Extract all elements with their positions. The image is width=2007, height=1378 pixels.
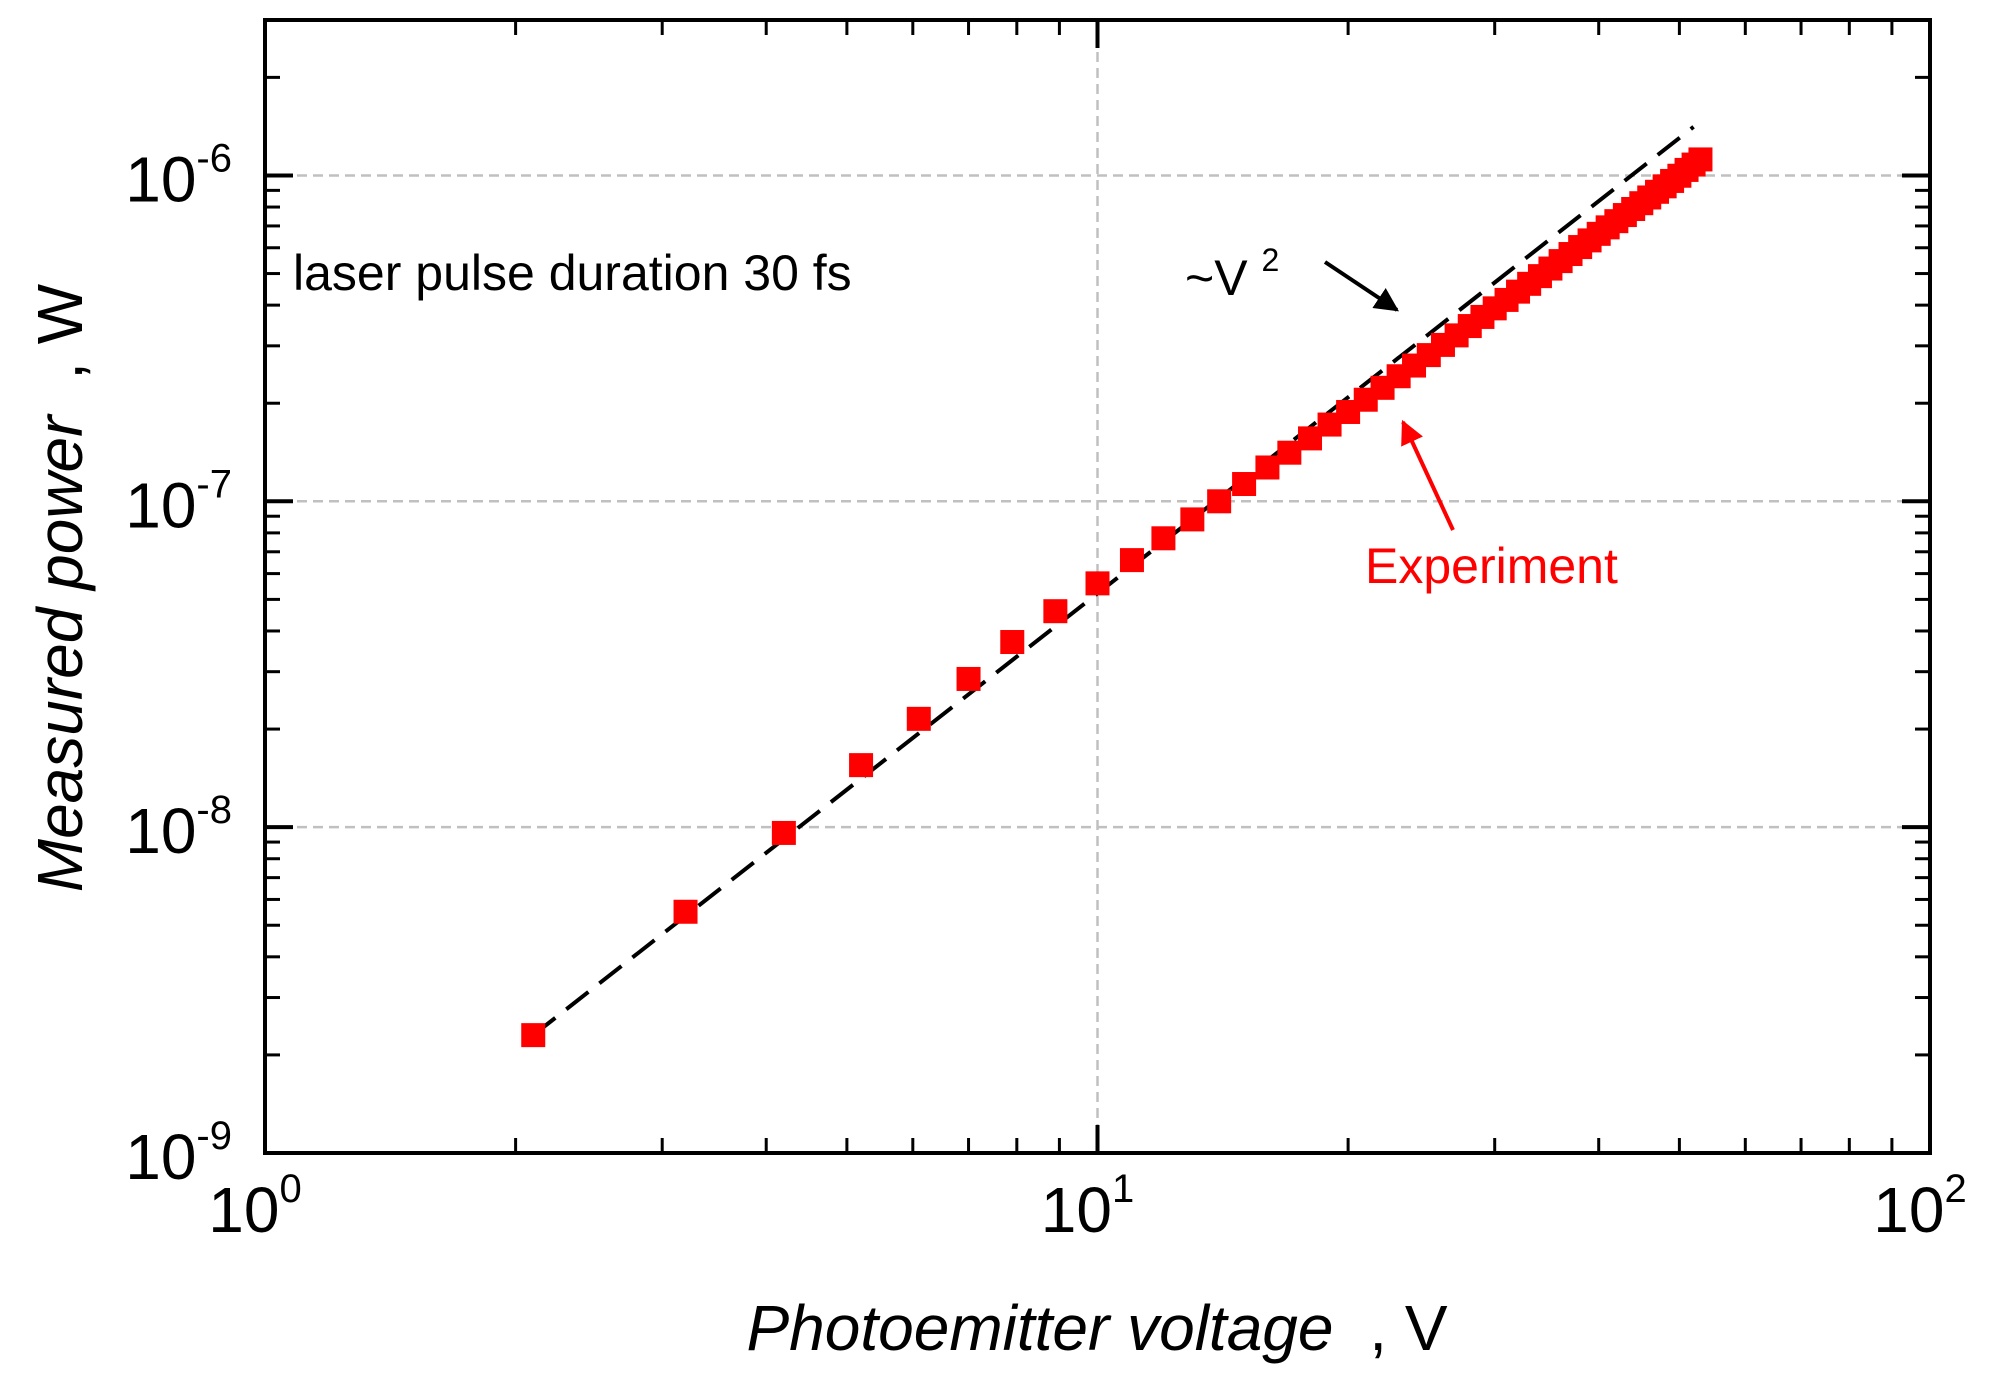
experiment-point	[849, 753, 874, 778]
experiment-points	[521, 147, 1713, 1048]
y-axis-title: Measured power , W	[24, 283, 96, 892]
x-tick-label: 100	[208, 1167, 301, 1246]
y-tick-exponent: -8	[196, 788, 232, 832]
y-tick-exponent: -9	[196, 1114, 232, 1158]
experiment-label: Experiment	[1365, 538, 1618, 594]
fit-label: ~V 2	[1185, 242, 1279, 306]
experiment-point	[1085, 571, 1110, 596]
experiment-point	[1043, 599, 1068, 624]
experiment-point	[1277, 440, 1302, 465]
x-axis-unit: , V	[1369, 1292, 1448, 1364]
experiment-point	[956, 666, 981, 691]
experiment-label-arrow	[1401, 419, 1455, 531]
experiment-point	[906, 706, 931, 731]
y-axis-unit: , W	[24, 283, 96, 380]
x-tick-exponent: 0	[279, 1167, 301, 1211]
y-tick-label: 10-7	[125, 462, 232, 541]
y-tick-labels: 10-910-810-710-6	[125, 136, 232, 1193]
x-tick-label: 102	[1873, 1167, 1966, 1246]
x-tick-labels: 100 101 102	[208, 1167, 1966, 1246]
y-axis-label: Measured power	[24, 413, 96, 892]
y-tick-base: 10	[125, 795, 196, 867]
experiment-point	[1119, 548, 1144, 573]
y-tick-exponent: -7	[196, 462, 232, 506]
y-tick-label: 10-9	[125, 1114, 232, 1193]
fit-label-exponent: 2	[1261, 242, 1279, 278]
x-tick-base: 10	[1041, 1174, 1112, 1246]
x-tick-label: 101	[1041, 1167, 1134, 1246]
y-tick-exponent: -6	[196, 136, 232, 180]
experiment-point	[1180, 507, 1205, 532]
x-tick-exponent: 1	[1112, 1167, 1134, 1211]
y-tick-base: 10	[125, 143, 196, 215]
x-axis-label: Photoemitter voltage	[746, 1292, 1333, 1364]
y-tick-base: 10	[125, 469, 196, 541]
plot-frame	[263, 18, 1932, 1155]
experiment-point	[771, 820, 796, 845]
y-tick-base: 10	[125, 1121, 196, 1193]
x-tick-base: 10	[208, 1174, 279, 1246]
x-axis-title: Photoemitter voltage , V	[746, 1292, 1447, 1364]
experiment-point	[673, 899, 698, 924]
experiment-point	[1232, 472, 1257, 497]
pulse-duration-label: laser pulse duration 30 fs	[293, 245, 852, 301]
experiment-point	[1688, 147, 1713, 172]
x-tick-base: 10	[1873, 1174, 1944, 1246]
x-tick-exponent: 2	[1944, 1167, 1966, 1211]
experiment-point	[521, 1023, 546, 1048]
fit-line-v-squared	[532, 125, 1695, 1037]
minor-ticks	[265, 18, 1930, 1153]
fit-label-arrow	[1323, 260, 1399, 312]
fit-label-base: ~V	[1185, 250, 1248, 306]
experiment-point	[1207, 489, 1232, 514]
experiment-point	[1151, 526, 1176, 551]
experiment-point	[1000, 630, 1025, 655]
y-tick-label: 10-8	[125, 788, 232, 867]
y-tick-label: 10-6	[125, 136, 232, 215]
experiment-point	[1255, 455, 1280, 480]
